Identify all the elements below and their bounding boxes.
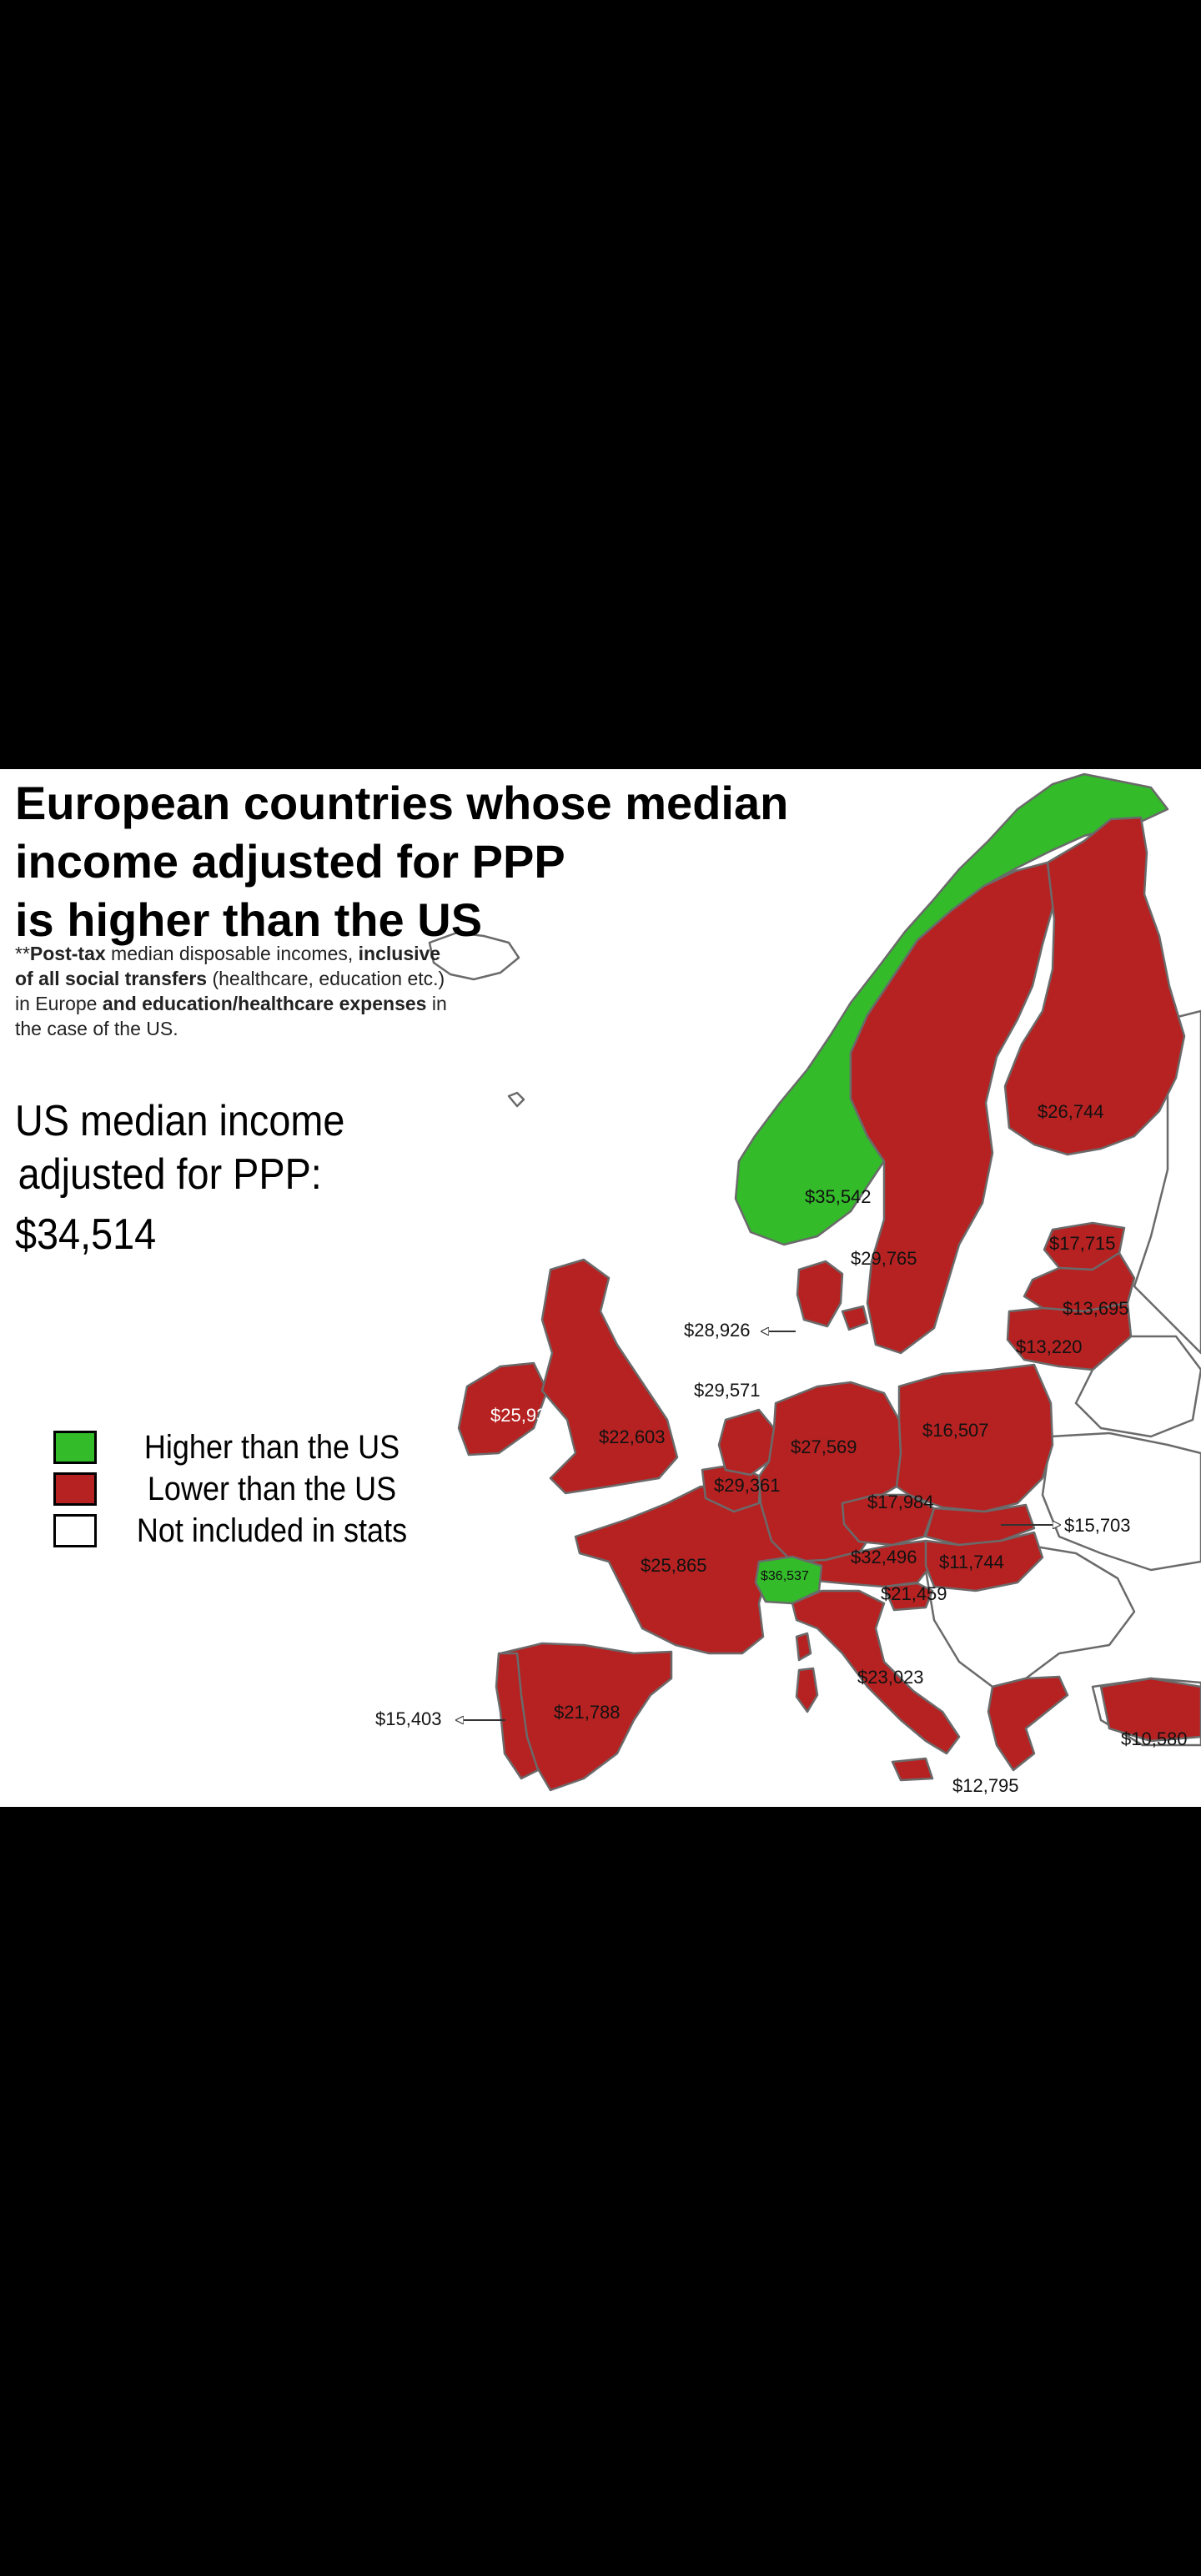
us-median-income: US median income adjusted for PPP: $34,5… — [15, 1094, 344, 1261]
label-cyprus: $10,580 — [1121, 1728, 1188, 1749]
cyprus — [1099, 1677, 1201, 1743]
label-belgium: $29,361 — [714, 1475, 781, 1496]
title-line-3: is higher than the US — [15, 893, 483, 946]
label-switzerland: $36,537 — [761, 1569, 809, 1583]
note-text-4: in the case of the US. — [15, 993, 447, 1039]
italy — [791, 1589, 961, 1755]
legend-swatch-excluded — [53, 1514, 97, 1547]
note-post-tax: Post-tax — [29, 943, 106, 964]
us-income-line-2: adjusted for PPP: — [18, 1150, 322, 1199]
legend-swatch-higher — [53, 1431, 97, 1464]
label-czechia: $17,984 — [867, 1492, 934, 1512]
label-slovenia: $21,459 — [881, 1583, 947, 1604]
europe-map: $35,542 $26,744 $29,765 $17,715 $13,695 … — [375, 772, 1201, 1796]
note-inclusive: inclusive of all social transfers — [15, 943, 441, 989]
denmark — [796, 1260, 844, 1328]
label-sweden: $29,765 — [851, 1248, 917, 1269]
label-austria: $32,496 — [851, 1547, 917, 1567]
label-netherlands: $29,571 — [694, 1380, 761, 1401]
slovenia — [882, 1582, 934, 1612]
note-stars: ** — [15, 943, 30, 964]
belarus — [1074, 1335, 1201, 1438]
label-hungary: $11,744 — [939, 1552, 1004, 1572]
label-portugal: $15,403 — [375, 1708, 442, 1729]
legend-item-excluded: Not included in stats — [53, 1510, 447, 1552]
legend-swatch-lower — [53, 1472, 97, 1506]
label-ireland: $25,933 — [490, 1405, 557, 1426]
sicily — [891, 1757, 934, 1782]
note-text-2: (healthcare, education etc.) in Europe — [15, 968, 445, 1014]
label-finland: $26,744 — [1038, 1101, 1104, 1122]
legend-item-lower: Lower than the US — [53, 1468, 447, 1510]
uk — [540, 1258, 679, 1495]
title-line-1: European countries whose median — [15, 777, 789, 829]
label-germany: $27,569 — [791, 1436, 857, 1457]
label-poland: $16,507 — [922, 1420, 989, 1441]
label-slovakia: $15,703 — [1064, 1515, 1131, 1536]
denmark-islands — [841, 1305, 869, 1331]
label-italy: $23,023 — [857, 1667, 924, 1688]
label-spain: $21,788 — [554, 1702, 621, 1723]
ukraine — [1041, 1431, 1201, 1572]
finland — [1003, 816, 1186, 1156]
slovakia — [924, 1503, 1036, 1547]
note-text-1: median disposable incomes, — [105, 943, 359, 964]
sweden — [849, 861, 1056, 1355]
legend-item-higher: Higher than the US — [53, 1426, 447, 1468]
label-uk: $22,603 — [599, 1426, 666, 1447]
hungary — [924, 1531, 1044, 1592]
lithuania — [1006, 1301, 1133, 1371]
legend-label-higher: Higher than the US — [143, 1428, 400, 1466]
label-estonia: $17,715 — [1049, 1233, 1116, 1254]
note-and: and — [102, 993, 137, 1014]
france — [574, 1485, 802, 1655]
latvia — [1023, 1251, 1136, 1313]
iceland — [428, 931, 520, 981]
page-title: European countries whose median income a… — [15, 774, 849, 949]
title-line-2: income adjusted for PPP — [15, 835, 565, 888]
label-norway: $35,542 — [805, 1186, 872, 1207]
map-legend: Higher than the US Lower than the US Not… — [53, 1426, 447, 1552]
legend-label-excluded: Not included in stats — [136, 1512, 408, 1549]
us-income-value: $34,514 — [15, 1210, 157, 1259]
portugal — [495, 1652, 540, 1780]
label-lithuania: $13,220 — [1016, 1336, 1083, 1357]
label-france: $25,865 — [641, 1555, 707, 1576]
corsica — [795, 1632, 812, 1662]
faroe-islands — [507, 1091, 525, 1108]
label-greece: $12,795 — [952, 1775, 1019, 1796]
legend-label-lower: Lower than the US — [147, 1470, 397, 1507]
sardinia — [795, 1667, 819, 1713]
greece — [987, 1675, 1069, 1772]
us-income-line-1: US median income — [15, 1097, 345, 1145]
netherlands — [717, 1408, 776, 1477]
methodology-note: **Post-tax median disposable incomes, in… — [15, 941, 449, 1041]
ireland — [457, 1361, 549, 1457]
russia — [1133, 1009, 1201, 1355]
poland — [895, 1363, 1054, 1513]
label-latvia: $13,695 — [1063, 1298, 1129, 1319]
note-expenses: education/healthcare expenses — [142, 993, 427, 1014]
label-denmark: $28,926 — [684, 1320, 751, 1341]
czechia — [841, 1493, 936, 1547]
infographic-panel: $35,542 $26,744 $29,765 $17,715 $13,695 … — [0, 769, 1201, 1807]
